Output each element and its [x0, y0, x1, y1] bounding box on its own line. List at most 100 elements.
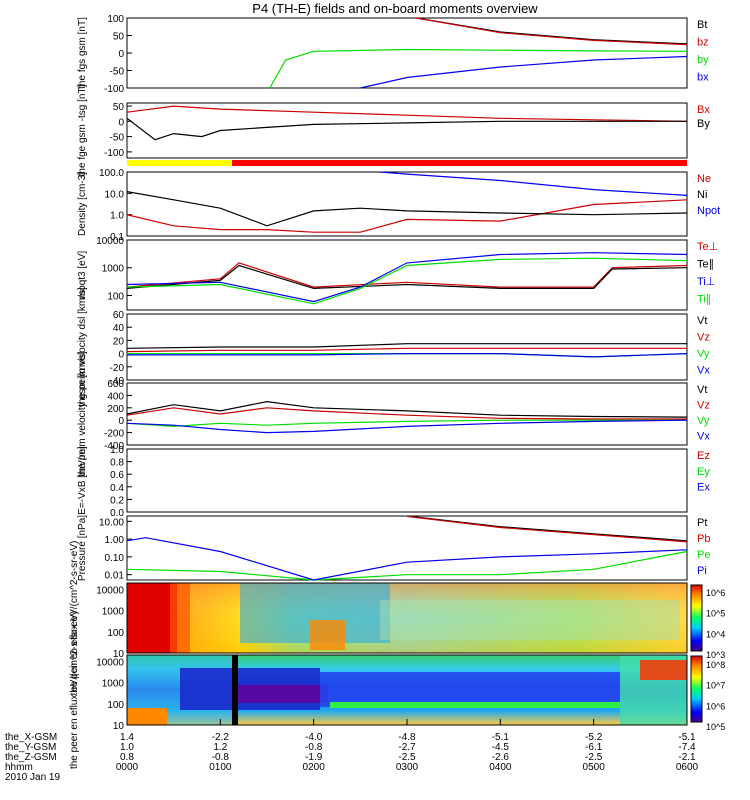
- legend-label: Ti⊥: [697, 276, 715, 288]
- legend-label: bz: [697, 37, 709, 49]
- series-line-Ti⊥: [126, 252, 688, 303]
- y-tick-label: 10.0: [105, 189, 125, 200]
- series-line-Vt: [126, 343, 687, 349]
- footer-value: -0.8: [305, 742, 323, 753]
- status-bar-red: [232, 160, 687, 166]
- legend-label: Te⊥: [697, 241, 718, 253]
- footer-value: -6.1: [585, 742, 603, 753]
- legend-label: Ey: [697, 466, 710, 478]
- legend-label: Vx: [697, 365, 710, 377]
- chart-title: P4 (TH-E) fields and on-board moments ov…: [252, 1, 538, 16]
- legend-label: Vy: [697, 415, 710, 427]
- y-tick-label: 0.1: [110, 232, 124, 243]
- legend-label: Pb: [697, 533, 710, 545]
- y-tick-label: 0: [118, 49, 124, 60]
- series-line-Pt: [406, 515, 688, 542]
- y-axis-label: the fge gsm -tsg [nT]: [77, 84, 88, 176]
- y-tick-label: 20: [113, 336, 125, 347]
- footer-value: -4.5: [492, 742, 510, 753]
- y-tick-label: 400: [107, 391, 124, 402]
- colorbar-ion: [690, 584, 703, 652]
- y-tick-label: 50: [113, 32, 125, 43]
- panel-frame: [126, 171, 688, 237]
- y-tick-label: 1.00: [105, 535, 125, 546]
- footer-label: 2010 Jan 19: [5, 772, 60, 783]
- legend-label: Vz: [697, 400, 710, 412]
- y-tick-label: 1000: [102, 264, 125, 275]
- y-tick-label: 100: [107, 700, 124, 711]
- panel-2: 50 0 -50 -100 the fge gsm -tsg [nT] Bx By: [77, 84, 710, 176]
- colorbar-label: 10^5: [706, 609, 725, 619]
- colorbar-label: 10^3: [706, 650, 725, 660]
- footer-value: 0600: [676, 762, 699, 773]
- panel-3: 100.0 10.0 1.0 0.1 Density [cm-3] Ne Ni Npot: [77, 168, 720, 243]
- y-tick-label: 0.8: [110, 458, 124, 469]
- series-line-by: [269, 48, 688, 89]
- y-axis-label: the fgs gsm [nT]: [77, 17, 88, 89]
- y-tick-label: 10000: [96, 585, 124, 596]
- footer-value: 1.0: [120, 742, 134, 753]
- footer-value: 0200: [303, 762, 326, 773]
- y-tick-label: -50: [110, 67, 125, 78]
- footer-value: -5.1: [492, 732, 510, 743]
- y-tick-label: 100: [107, 291, 124, 302]
- y-tick-label: 60: [113, 310, 125, 321]
- y-axis-label: moqt3 [eV]: [77, 251, 88, 300]
- y-tick-label: 100: [107, 628, 124, 639]
- y-tick-label: 40: [113, 323, 125, 334]
- series-line-Vx: [127, 353, 688, 358]
- legend-label: Pt: [697, 517, 707, 529]
- footer-value: 0500: [583, 762, 606, 773]
- y-tick-label: 10000: [96, 236, 124, 247]
- series-line-Npot: [378, 171, 688, 196]
- legend-label: Ni: [697, 189, 707, 201]
- footer-value: -2.1: [678, 752, 696, 763]
- series-line-Ti∥: [126, 257, 688, 305]
- y-tick-label: -200: [104, 429, 124, 440]
- y-tick-label: 1000: [102, 607, 125, 618]
- y-tick-label: 0: [118, 416, 124, 427]
- series-line-Vz: [126, 347, 687, 353]
- legend-label: Pe: [697, 549, 710, 561]
- panel-frame: [126, 313, 688, 381]
- y-tick-label: 10: [113, 721, 125, 732]
- y-tick-label: 0.01: [105, 571, 125, 582]
- footer-value: 0400: [489, 762, 512, 773]
- panel-frame: [126, 239, 688, 311]
- y-tick-label: 10.00: [99, 517, 124, 528]
- y-tick-label: 0.2: [110, 495, 124, 506]
- footer-label: hhmm: [5, 762, 33, 773]
- footer-value: -5.1: [678, 732, 696, 743]
- panel-frame: [126, 515, 688, 581]
- colorbar-label: 10^6: [706, 701, 725, 711]
- y-tick-label: -100: [104, 84, 124, 95]
- y-axis-label: the peir en eflux eV/(cm^2-s-sr-eV): [69, 541, 80, 696]
- panel-frame: [126, 448, 688, 513]
- legend-label: Vy: [697, 348, 710, 360]
- series-line-Vy: [126, 419, 687, 428]
- footer-value: 1.2: [213, 742, 227, 753]
- series-line-Pb: [406, 515, 688, 543]
- footer-value: 0000: [116, 762, 139, 773]
- spectrogram-axes-1: 10000 1000 100 10 the peir en eflux eV/(cm^2…: [69, 541, 124, 696]
- y-tick-label: -400: [104, 441, 124, 452]
- y-tick-label: 0.6: [110, 470, 124, 481]
- panel-1: 100 50 0 -50 -100 the fgs gsm [nT] Bt bz by bx: [77, 14, 709, 95]
- legend-label: by: [697, 54, 709, 66]
- legend-label: Vz: [697, 332, 710, 344]
- series-line-Vz: [126, 407, 687, 420]
- y-axis-label: the peim velocity gsm [km/s]: [77, 351, 88, 477]
- legend-label: Vt: [697, 315, 707, 327]
- panel-frame: [126, 102, 688, 159]
- y-tick-label: 0.4: [110, 483, 124, 494]
- y-tick-label: 0: [118, 117, 124, 128]
- y-tick-label: 1000: [102, 679, 125, 690]
- colorbar-label: 10^6: [706, 588, 725, 598]
- footer-value: -2.6: [492, 752, 510, 763]
- panel-5: 60 40 20 0 -20 -40 the peim velocity dsl [km/s…: [77, 287, 710, 407]
- footer-label: the_X-GSM: [5, 732, 57, 743]
- legend-label: Bt: [697, 19, 707, 31]
- colorbar-label: 10^5: [706, 722, 725, 732]
- series-line-Ne: [126, 199, 688, 233]
- y-tick-label: 1.0: [110, 445, 124, 456]
